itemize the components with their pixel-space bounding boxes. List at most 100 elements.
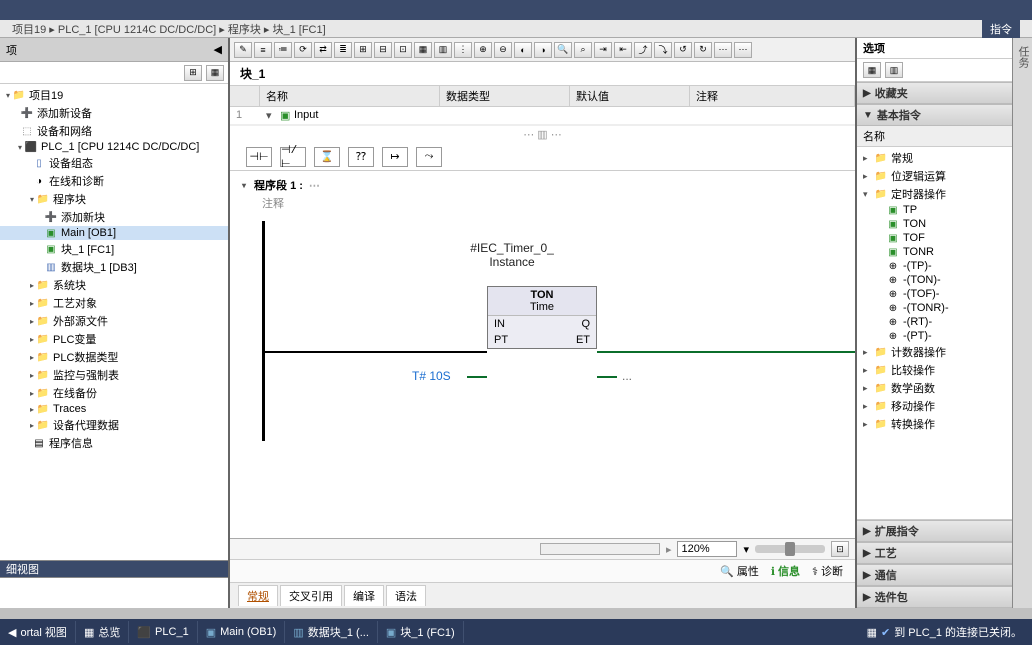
toolbar-button[interactable]: 🔍 <box>554 42 572 58</box>
tree-item[interactable]: ▸📁在线备份 <box>0 384 228 402</box>
toolbar-button[interactable]: ⤵ <box>654 42 672 58</box>
instruction-item[interactable]: ▸📁比较操作 <box>857 361 1012 379</box>
tree-item[interactable]: ◑在线和诊断 <box>0 172 228 190</box>
tree-item[interactable]: ▸📁PLC变量 <box>0 330 228 348</box>
inspector-tab[interactable]: 编译 <box>344 585 384 606</box>
et-value[interactable]: ... <box>622 369 632 383</box>
zoom-input[interactable] <box>677 541 737 557</box>
instruction-item[interactable]: ▸📁常规 <box>857 149 1012 167</box>
toolbar-button[interactable]: ⊕ <box>474 42 492 58</box>
toolbar-button[interactable]: ⋯ <box>714 42 732 58</box>
instruction-item[interactable]: ⊕-(PT)- <box>857 329 1012 343</box>
inspector-tab[interactable]: 交叉引用 <box>280 585 342 606</box>
toolbar-button[interactable]: ⇤ <box>614 42 632 58</box>
ton-block[interactable]: TON Time IN Q PT ET <box>487 286 597 349</box>
toolbar-button[interactable]: ⋯ <box>734 42 752 58</box>
ladder-tool-button[interactable]: ⤳ <box>416 147 442 167</box>
toolbar-button[interactable]: ⤴ <box>634 42 652 58</box>
technology-header[interactable]: ▶工艺 <box>857 542 1012 564</box>
instruction-item[interactable]: ⊕-(RT)- <box>857 315 1012 329</box>
toolbar-button[interactable]: ✎ <box>234 42 252 58</box>
tree-item[interactable]: ▸📁系统块 <box>0 276 228 294</box>
toolbar-button[interactable]: ≔ <box>274 42 292 58</box>
tree-item[interactable]: ▣块_1 [FC1] <box>0 240 228 258</box>
basic-instructions-header[interactable]: ▼基本指令 <box>857 104 1012 126</box>
portal-view-button[interactable]: ◀ortal 视图 <box>0 621 76 643</box>
instruction-item[interactable]: ▸📁数学函数 <box>857 379 1012 397</box>
toolbar-button[interactable]: ⊟ <box>374 42 392 58</box>
tasks-tab[interactable]: 任务 <box>1013 38 1032 76</box>
favorites-header[interactable]: ▶收藏夹 <box>857 82 1012 104</box>
tree-item[interactable]: ▸📁设备代理数据 <box>0 416 228 434</box>
tool-button[interactable]: ▥ <box>885 62 903 78</box>
taskbar-item[interactable]: ▥数据块_1 (... <box>285 621 378 643</box>
network-comment[interactable]: 注释 <box>262 195 843 211</box>
toolbar-button[interactable]: ⋮ <box>454 42 472 58</box>
instruction-item[interactable]: ⊕-(TONR)- <box>857 301 1012 315</box>
tree-item[interactable]: ▯设备组态 <box>0 154 228 172</box>
instruction-item[interactable]: ⊕-(TP)- <box>857 259 1012 273</box>
network-area[interactable]: ▾ 程序段 1 : ⋯ 注释 #IEC_Timer_0_ Instance TO… <box>230 171 855 538</box>
tree-item[interactable]: ➕添加新块 <box>0 208 228 226</box>
tree-item[interactable]: ⬚设备和网络 <box>0 122 228 140</box>
communication-header[interactable]: ▶通信 <box>857 564 1012 586</box>
toolbar-button[interactable]: ◑ <box>534 42 552 58</box>
info-tab[interactable]: ℹ 信息 <box>771 563 800 579</box>
taskbar-item[interactable]: ▣块_1 (FC1) <box>378 621 464 643</box>
close-icon[interactable]: ◀ <box>214 43 222 56</box>
tree-item[interactable]: ▸📁监控与强制表 <box>0 366 228 384</box>
tree-item[interactable]: ▣Main [OB1] <box>0 226 228 240</box>
hscroll[interactable] <box>540 543 660 555</box>
ladder-tool-button[interactable]: ⊣/⊢ <box>280 147 306 167</box>
toolbar-button[interactable]: ◐ <box>514 42 532 58</box>
right-tab-strip[interactable]: 任务 <box>1012 38 1032 608</box>
ladder-diagram[interactable]: #IEC_Timer_0_ Instance TON Time IN Q PT … <box>262 221 843 451</box>
zoom-slider[interactable] <box>755 545 825 553</box>
taskbar-item[interactable]: ⬛PLC_1 <box>129 621 197 643</box>
tree-item[interactable]: ▾⬛PLC_1 [CPU 1214C DC/DC/DC] <box>0 140 228 154</box>
toolbar-button[interactable]: ⇥ <box>594 42 612 58</box>
tree-item[interactable]: ▸📁PLC数据类型 <box>0 348 228 366</box>
instruction-item[interactable]: ▸📁转换操作 <box>857 415 1012 433</box>
extended-instructions-header[interactable]: ▶扩展指令 <box>857 520 1012 542</box>
tree-item[interactable]: ➕添加新设备 <box>0 104 228 122</box>
instruction-item[interactable]: ▸📁移动操作 <box>857 397 1012 415</box>
tree-item[interactable]: ▾📁项目19 <box>0 86 228 104</box>
toolbar-button[interactable]: ≡ <box>254 42 272 58</box>
taskbar-item[interactable]: ▣Main (OB1) <box>198 621 286 643</box>
expand-icon[interactable]: ▾ <box>260 107 274 124</box>
tree-item[interactable]: ▤程序信息 <box>0 434 228 452</box>
toolbar-button[interactable]: ⌕ <box>574 42 592 58</box>
tool-button[interactable]: ▦ <box>863 62 881 78</box>
diagnostics-tab[interactable]: ⚕诊断 <box>812 563 843 579</box>
toolbar-button[interactable]: ▥ <box>434 42 452 58</box>
instruction-item[interactable]: ▣TONR <box>857 245 1012 259</box>
tree-item[interactable]: ▥数据块_1 [DB3] <box>0 258 228 276</box>
instruction-item[interactable]: ▣TOF <box>857 231 1012 245</box>
instruction-item[interactable]: ▸📁位逻辑运算 <box>857 167 1012 185</box>
instruction-item[interactable]: ▾📁定时器操作 <box>857 185 1012 203</box>
tree-item[interactable]: ▸📁外部源文件 <box>0 312 228 330</box>
collapse-icon[interactable]: ▾ <box>242 181 246 190</box>
ladder-tool-button[interactable]: ⌛ <box>314 147 340 167</box>
var-row[interactable]: 1 ▾ ▣ Input <box>230 107 855 125</box>
toolbar-button[interactable]: ≣ <box>334 42 352 58</box>
toolbar-button[interactable]: ⇄ <box>314 42 332 58</box>
fit-button[interactable]: ⊡ <box>831 541 849 557</box>
tree-item[interactable]: ▸📁Traces <box>0 402 228 416</box>
inspector-tab[interactable]: 常规 <box>238 585 278 606</box>
pt-value[interactable]: T# 10S <box>412 369 451 383</box>
instruction-item[interactable]: ▣TON <box>857 217 1012 231</box>
inspector-tab[interactable]: 语法 <box>386 585 426 606</box>
toolbar-button[interactable]: ⟳ <box>294 42 312 58</box>
zoom-dropdown-icon[interactable]: ▾ <box>743 543 749 556</box>
ladder-tool-button[interactable]: ⁇ <box>348 147 374 167</box>
toolbar-button[interactable]: ↺ <box>674 42 692 58</box>
instruction-item[interactable]: ⊕-(TOF)- <box>857 287 1012 301</box>
project-tree[interactable]: ▾📁项目19➕添加新设备⬚设备和网络▾⬛PLC_1 [CPU 1214C DC/… <box>0 84 228 560</box>
detail-view-header[interactable]: 细视图 <box>0 560 228 578</box>
toolbar-button[interactable]: ⊞ <box>354 42 372 58</box>
tree-item[interactable]: ▸📁工艺对象 <box>0 294 228 312</box>
ladder-tool-button[interactable]: ⊣⊢ <box>246 147 272 167</box>
ladder-tool-button[interactable]: ↦ <box>382 147 408 167</box>
